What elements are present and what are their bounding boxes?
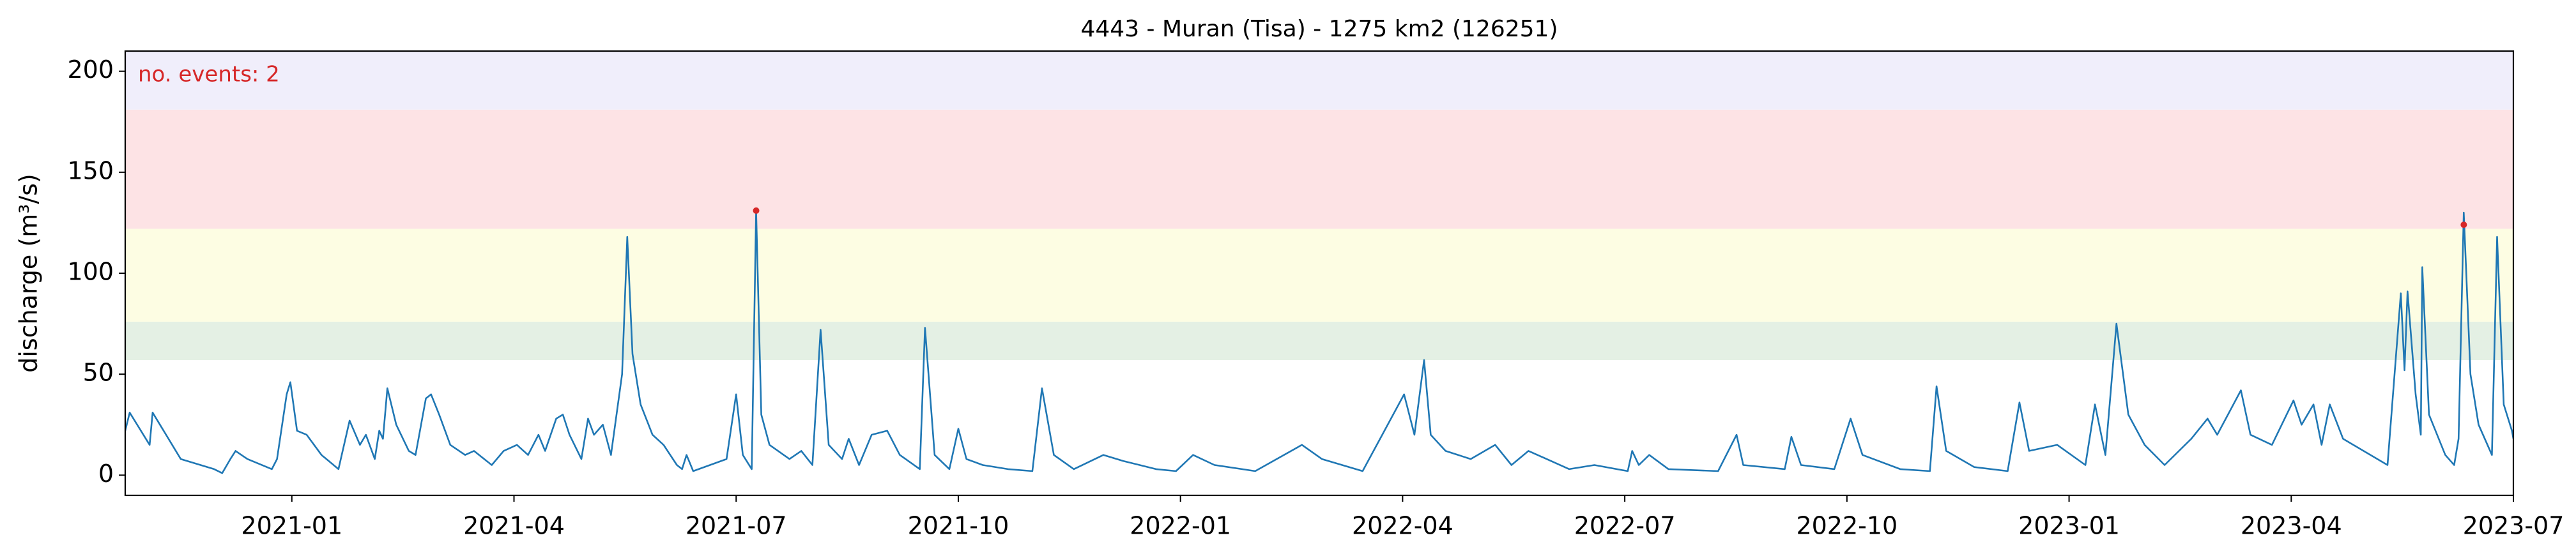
event-point: [2460, 222, 2467, 229]
plot: [125, 51, 2513, 474]
y-axis-label: discharge (m³/s): [15, 174, 43, 373]
y-tick-label: 100: [67, 258, 114, 286]
x-tick-label: 2021-04: [463, 512, 565, 540]
x-tick-label: 2021-01: [241, 512, 342, 540]
x-tick-label: 2023-07: [2463, 512, 2564, 540]
x-tick-label: 2022-04: [1352, 512, 1453, 540]
x-tick-label: 2023-04: [2241, 512, 2342, 540]
y-tick-label: 150: [67, 156, 114, 184]
threshold-band: [125, 51, 2513, 110]
threshold-band: [125, 109, 2513, 229]
x-tick-label: 2022-01: [1130, 512, 1231, 540]
x-tick-label: 2022-07: [1574, 512, 1676, 540]
event-count-annotation: no. events: 2: [138, 62, 280, 87]
event-point: [753, 207, 760, 214]
discharge-line: [125, 209, 2513, 474]
threshold-band: [125, 321, 2513, 361]
y-tick-label: 200: [67, 56, 114, 84]
x-tick-label: 2023-01: [2018, 512, 2120, 540]
x-tick-label: 2021-10: [908, 512, 1009, 540]
y-tick-label: 50: [83, 359, 114, 387]
y-tick-label: 0: [98, 460, 114, 488]
chart-title: 4443 - Muran (Tisa) - 1275 km2 (126251): [1081, 16, 1558, 42]
threshold-band: [125, 229, 2513, 322]
x-tick-label: 2021-07: [686, 512, 787, 540]
x-tick-label: 2022-10: [1796, 512, 1897, 540]
